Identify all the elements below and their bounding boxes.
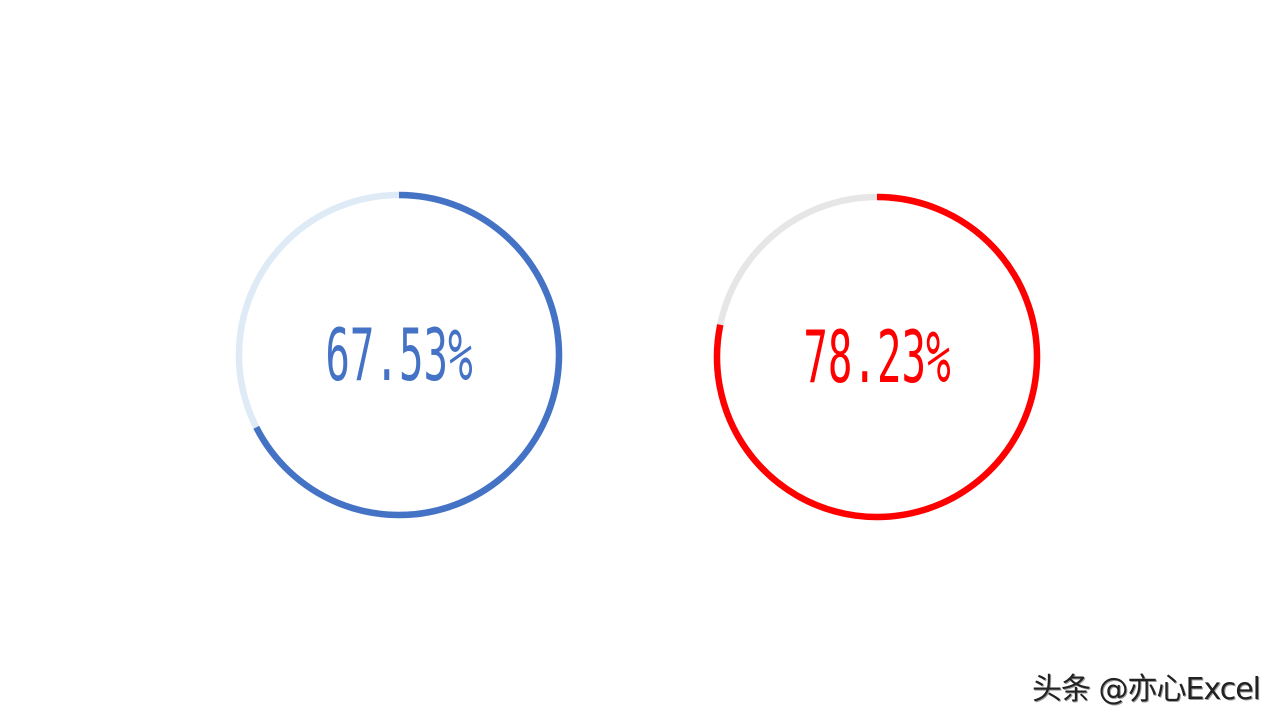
ring-value-label: 67.53%	[325, 314, 472, 398]
watermark: 头条 @亦心Excel	[1031, 672, 1261, 707]
ring-progress-arc	[713, 193, 1041, 521]
progress-ring-2: 78.23%	[713, 193, 1041, 521]
progress-ring-1: 67.53%	[235, 191, 563, 519]
ring-progress-arc	[253, 191, 563, 519]
ring-value-label: 78.23%	[803, 316, 950, 400]
